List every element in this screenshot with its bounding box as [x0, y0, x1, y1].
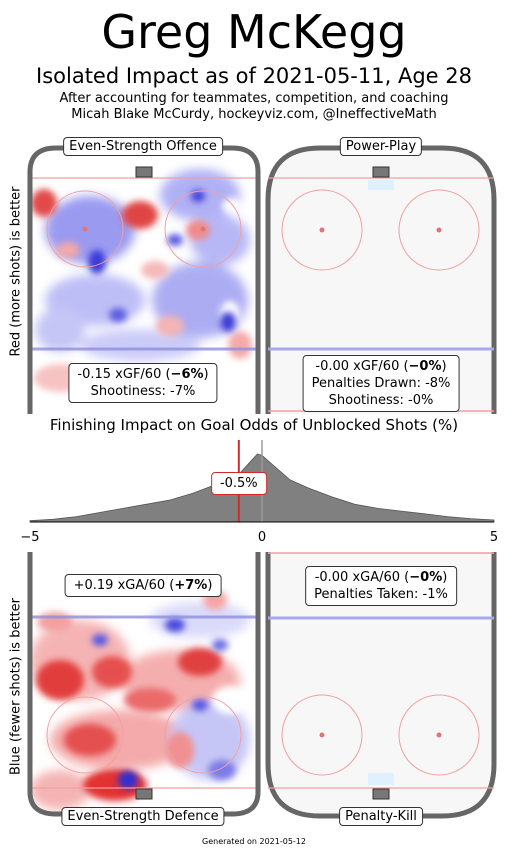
- pk-xga: -0.00 xGA/60 (−0%): [314, 570, 448, 585]
- x-tick-label: 5: [489, 530, 499, 545]
- page-title: Greg McKegg: [101, 5, 407, 59]
- pk-penalties-taken: Penalties Taken: -1%: [314, 587, 448, 602]
- chart-title: Finishing Impact on Goal Odds of Unblock…: [49, 416, 459, 434]
- methodology-note: After accounting for teammates, competit…: [59, 91, 449, 106]
- x-tick-label: −5: [20, 530, 40, 545]
- ev-offence-shootiness: Shootiness: -7%: [90, 384, 196, 399]
- marker-label: -0.5%: [210, 472, 267, 495]
- pp-shootiness: Shootiness: -0%: [328, 393, 434, 408]
- ev-offence-stats: -0.15 xGF/60 (−6%) Shootiness: -7%: [68, 363, 218, 403]
- ev-defence-stats: +0.19 xGA/60 (+7%): [64, 574, 222, 597]
- pp-xgf: -0.00 xGF/60 (−0%): [315, 359, 447, 374]
- penalty-kill-stats: -0.00 xGA/60 (−0%) Penalties Taken: -1%: [305, 566, 457, 606]
- label-ev-defence: Even-Strength Defence: [61, 807, 225, 826]
- page-subtitle: Isolated Impact as of 2021-05-11, Age 28: [36, 64, 472, 88]
- x-tick-label: 0: [257, 530, 267, 545]
- ev-defence-xga: +0.19 xGA/60 (+7%): [73, 578, 213, 593]
- ev-offence-xgf: -0.15 xGF/60 (−6%): [77, 367, 209, 382]
- label-power-play: Power-Play: [339, 137, 423, 156]
- label-penalty-kill: Penalty-Kill: [339, 807, 423, 826]
- author-credit: Micah Blake McCurdy, hockeyviz.com, @Ine…: [71, 107, 437, 122]
- label-ev-offence: Even-Strength Offence: [63, 137, 223, 156]
- pp-penalties-drawn: Penalties Drawn: -8%: [311, 376, 451, 391]
- footer-generated: Generated on 2021-05-12: [202, 837, 306, 846]
- power-play-stats: -0.00 xGF/60 (−0%) Penalties Drawn: -8% …: [302, 355, 460, 412]
